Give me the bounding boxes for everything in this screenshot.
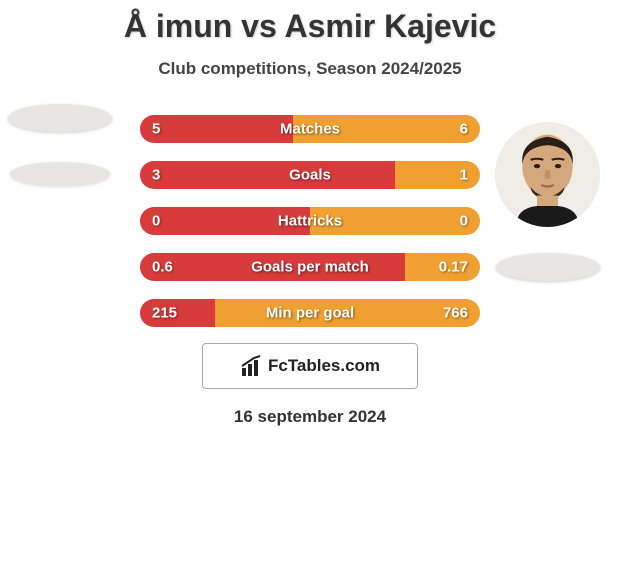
comparison-bar-row: 0 0 Hattricks: [140, 207, 480, 235]
bar-label: Matches: [280, 121, 340, 138]
comparison-bar-row: 3 1 Goals: [140, 161, 480, 189]
comparison-bar-row: 0.6 0.17 Goals per match: [140, 253, 480, 281]
avatar-shadow: [496, 253, 600, 281]
comparison-bar-row: 215 766 Min per goal: [140, 299, 480, 327]
bar-label: Goals: [289, 167, 331, 184]
player-left-avatar-group: [8, 120, 112, 186]
bar-label: Hattricks: [278, 213, 342, 230]
fctables-label: FcTables.com: [268, 356, 380, 376]
bar-left-value: 5: [152, 121, 160, 138]
page-subtitle: Club competitions, Season 2024/2025: [0, 59, 620, 79]
bar-right-value: 0.17: [439, 259, 468, 276]
bar-right-value: 6: [460, 121, 468, 138]
comparison-bar-row: 5 6 Matches: [140, 115, 480, 143]
avatar-shadow: [8, 104, 112, 132]
player-face-icon: [495, 122, 600, 227]
fctables-badge: FcTables.com: [202, 343, 418, 389]
bar-left-value: 3: [152, 167, 160, 184]
bar-left-segment: [140, 115, 293, 143]
chart-icon: [240, 354, 264, 378]
date-text: 16 september 2024: [0, 407, 620, 427]
bar-right-value: 0: [460, 213, 468, 230]
avatar-shadow: [10, 162, 110, 186]
player-right-avatar: [495, 122, 600, 227]
page-title: Å imun vs Asmir Kajevic: [0, 0, 620, 45]
bar-left-value: 0: [152, 213, 160, 230]
bar-label: Goals per match: [251, 259, 369, 276]
bar-left-value: 0.6: [152, 259, 173, 276]
comparison-bars: 5 6 Matches 3 1 Goals 0 0 Hattricks 0.6 0.17 Goals …: [140, 115, 480, 327]
player-right-avatar-group: [495, 122, 600, 281]
bar-left-segment: [140, 161, 395, 189]
bar-left-value: 215: [152, 305, 177, 322]
bar-label: Min per goal: [266, 305, 354, 322]
bar-right-value: 766: [443, 305, 468, 322]
bar-right-value: 1: [460, 167, 468, 184]
